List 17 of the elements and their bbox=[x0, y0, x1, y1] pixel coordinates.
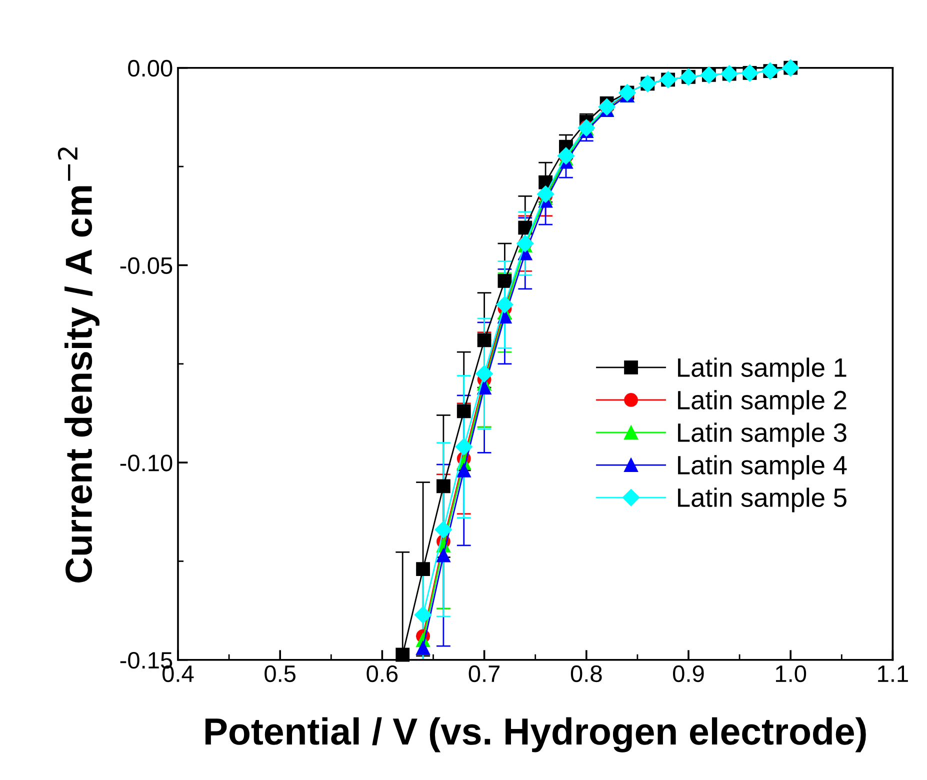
x-tick-label: 0.8 bbox=[570, 665, 602, 682]
y-tick-label: 0.00 bbox=[128, 60, 172, 77]
x-tick-label: 1.1 bbox=[878, 666, 908, 682]
x-tick-label: 0.7 bbox=[468, 665, 500, 682]
y-tick-label: -0.05 bbox=[120, 257, 172, 274]
legend-label: Latin sample 1 bbox=[678, 358, 846, 382]
x-tick-label: 1.0 bbox=[776, 665, 806, 682]
legend-label: Latin sample 4 bbox=[678, 455, 847, 480]
legend-label: Latin sample 3 bbox=[678, 422, 846, 448]
legend-label: Latin sample 2 bbox=[678, 390, 846, 415]
y-tick-label: -0.10 bbox=[120, 454, 172, 472]
x-axis-title: Potential / V (vs. Hydrogen electrode) bbox=[206, 717, 866, 752]
x-tick-label: 0.6 bbox=[366, 665, 398, 682]
y-axis-title: Current density / A cm$^{−2}$ bbox=[58, 147, 100, 582]
x-tick-label: 0.9 bbox=[673, 665, 704, 682]
x-tick-label: 0.5 bbox=[264, 665, 296, 682]
legend-label: Latin sample 5 bbox=[678, 488, 846, 512]
